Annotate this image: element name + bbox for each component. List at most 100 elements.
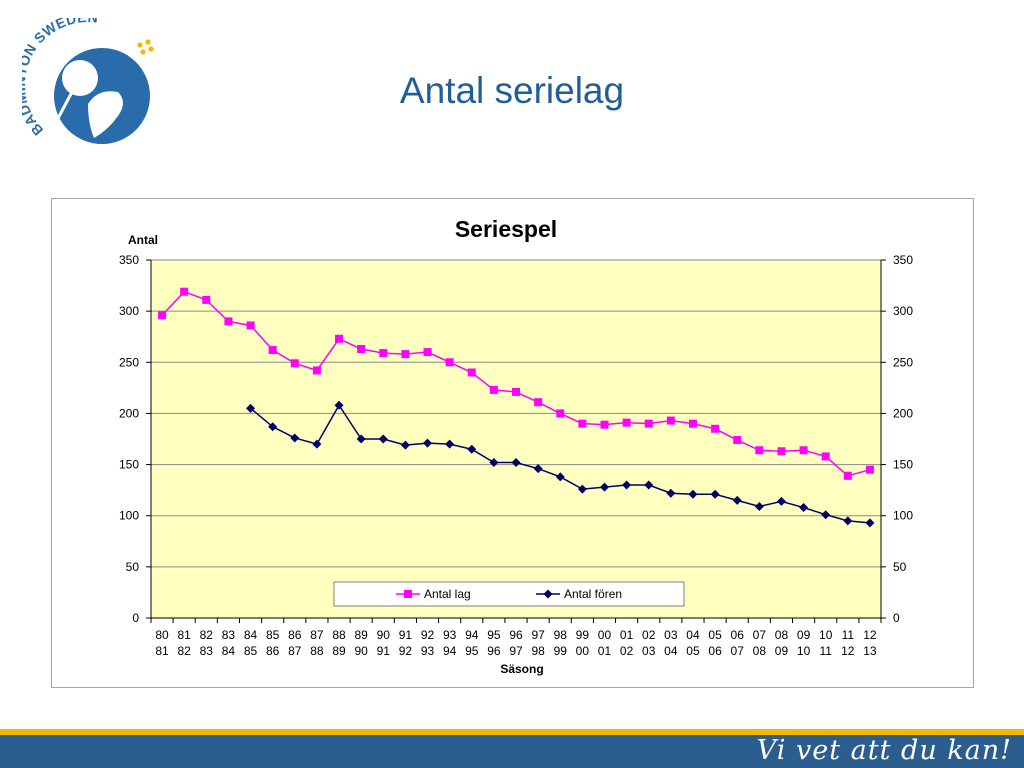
data-point-antal-foren [555,472,565,482]
data-point-antal-lag [512,387,520,396]
data-point-antal-lag [534,398,543,407]
x-tick-label: 11 [819,644,832,658]
x-tick-label: 85 [266,628,280,642]
x-tick-label: 10 [819,628,833,642]
x-tick-label: 97 [531,628,545,642]
y2-tick-label: 350 [893,253,913,267]
x-tick-label: 82 [178,644,192,658]
legend-marker-antal-lag [404,590,412,598]
data-point-antal-foren [511,458,521,468]
data-point-antal-lag [423,348,432,357]
data-point-antal-foren [599,482,609,492]
x-tick-label: 96 [509,628,523,642]
data-point-antal-foren [644,480,654,490]
x-tick-label: 12 [863,628,877,642]
x-tick-label: 02 [620,644,634,658]
legend-box [333,581,685,607]
y-tick-label: 250 [119,355,139,369]
x-tick-label: 06 [731,628,745,642]
x-tick-label: 81 [155,644,169,658]
legend-label-antal-lag: Antal lag [424,587,471,601]
data-point-antal-lag [688,419,697,428]
data-point-antal-lag [733,436,742,445]
data-point-antal-lag [246,321,255,330]
footer-slogan: Vi vet att du kan! [756,735,1012,766]
x-tick-label: 06 [708,644,722,658]
y2-tick-label: 300 [893,304,913,318]
x-tick-label: 04 [686,628,700,642]
x-tick-label: 91 [377,644,391,658]
x-tick-label: 04 [664,644,678,658]
x-tick-label: 80 [155,628,169,642]
x-tick-label: 00 [598,628,612,642]
y-tick-label: 200 [119,406,139,420]
data-point-antal-lag [401,350,410,359]
x-tick-label: 89 [354,628,368,642]
footer-band [0,729,1024,768]
x-tick-label: 03 [664,628,678,642]
data-point-antal-lag [312,366,321,375]
y-tick-label: 0 [132,611,139,625]
x-tick-label: 87 [288,644,302,658]
x-tick-label: 11 [842,628,855,642]
y2-tick-label: 100 [893,509,913,523]
x-tick-label: 98 [531,644,545,658]
x-tick-label: 82 [200,628,214,642]
y2-tick-label: 150 [893,458,913,472]
data-point-antal-lag [600,420,609,429]
data-point-antal-foren [489,458,499,468]
y-tick-label: 50 [126,560,140,574]
x-tick-label: 10 [797,644,811,658]
data-point-antal-lag [357,344,366,353]
x-tick-label: 90 [354,644,368,658]
x-tick-label: 08 [775,628,789,642]
y-tick-label: 350 [119,253,139,267]
x-tick-label: 12 [841,644,855,658]
x-tick-label: 83 [222,628,236,642]
x-tick-label: 92 [421,628,435,642]
y2-tick-label: 0 [893,611,900,625]
data-point-antal-lag [379,349,388,358]
x-tick-label: 91 [399,628,413,642]
data-point-antal-foren [312,439,322,449]
data-point-antal-foren [732,495,742,505]
x-tick-label: 95 [487,628,501,642]
data-point-antal-foren [843,516,853,526]
data-point-antal-foren [445,439,455,449]
data-point-antal-foren [290,433,300,443]
data-point-antal-foren [334,400,344,410]
y-tick-label: 300 [119,304,139,318]
data-point-antal-lag [644,419,653,428]
x-tick-label: 01 [620,628,634,642]
x-axis-label: Säsong [500,662,543,676]
y2-tick-label: 50 [893,560,907,574]
data-point-antal-foren [467,444,477,454]
data-point-antal-lag [777,447,786,456]
y-tick-label: 100 [119,509,139,523]
x-tick-label: 93 [421,644,435,658]
data-point-antal-lag [467,368,476,377]
chart-frame: Seriespel Antal Säsong 0 0 50 50 100 100 150 15… [51,198,974,688]
x-tick-label: 92 [399,644,413,658]
data-point-antal-lag [224,317,233,326]
x-tick-label: 01 [598,644,612,658]
plot-area [150,259,882,619]
data-point-antal-lag [290,359,299,368]
x-tick-label: 00 [576,644,590,658]
x-tick-label: 84 [244,628,258,642]
x-tick-label: 09 [775,644,789,658]
x-tick-label: 13 [863,644,877,658]
data-point-antal-foren [246,403,256,413]
data-point-antal-foren [622,480,632,490]
data-point-antal-foren [666,488,676,498]
data-point-antal-lag [799,446,808,455]
data-point-antal-foren [533,464,543,474]
data-point-antal-foren [423,438,433,448]
x-tick-label: 94 [465,628,479,642]
data-point-antal-lag [180,287,189,296]
slide-title: Antal serielag [399,70,625,111]
data-point-antal-lag [711,424,720,433]
legend-marker-antal-foren [543,589,553,599]
x-tick-label: 08 [753,644,767,658]
